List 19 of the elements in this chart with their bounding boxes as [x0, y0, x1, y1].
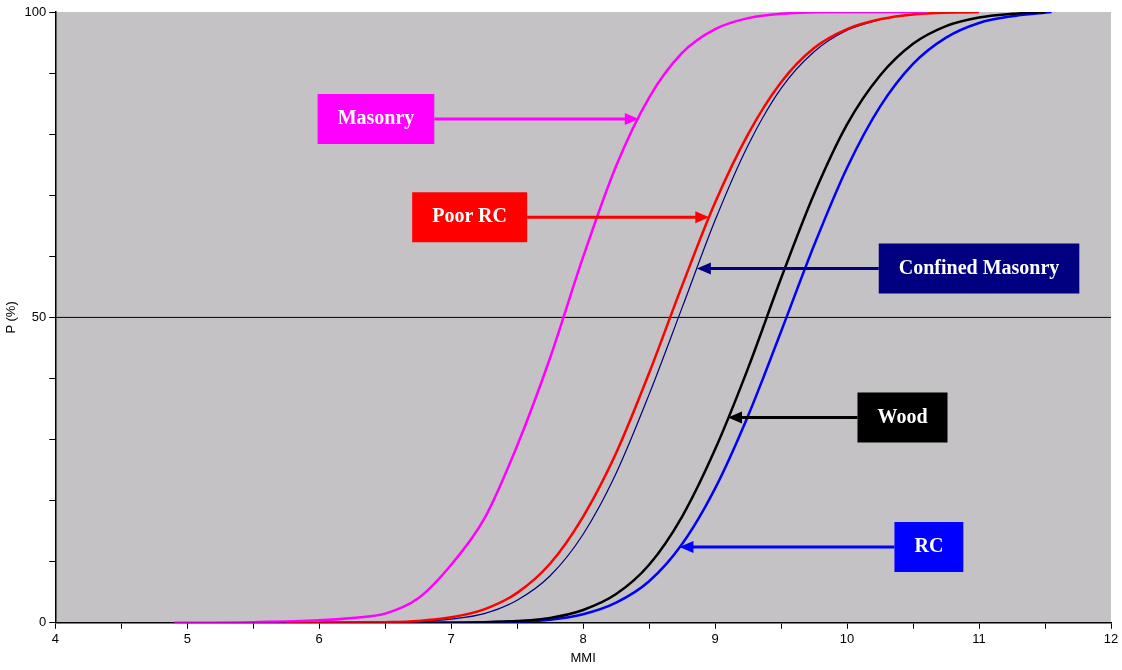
y-axis-title: P (%): [3, 301, 19, 334]
text: Wood: [877, 404, 928, 427]
x-tick-label: 9: [711, 631, 719, 647]
x-axis-title: MMI: [570, 649, 596, 665]
x-tick-label: 6: [315, 631, 323, 647]
x-tick-label: 4: [51, 631, 59, 647]
x-tick-label: 5: [183, 631, 191, 647]
x-tick-label: 8: [579, 631, 587, 647]
text: Masonry: [337, 106, 415, 130]
x-tick-label: 11: [972, 631, 986, 647]
y-tick-label: 50: [31, 308, 47, 324]
y-tick-label: 0: [39, 614, 47, 630]
x-tick-label: 10: [839, 631, 855, 647]
x-tick-label: 7: [447, 631, 455, 647]
y-tick-label: 100: [24, 3, 47, 19]
text: RC: [914, 534, 944, 557]
x-tick-label: 12: [1103, 631, 1119, 647]
text: Confined Masonry: [898, 255, 1060, 279]
text: Poor RC: [432, 204, 507, 227]
